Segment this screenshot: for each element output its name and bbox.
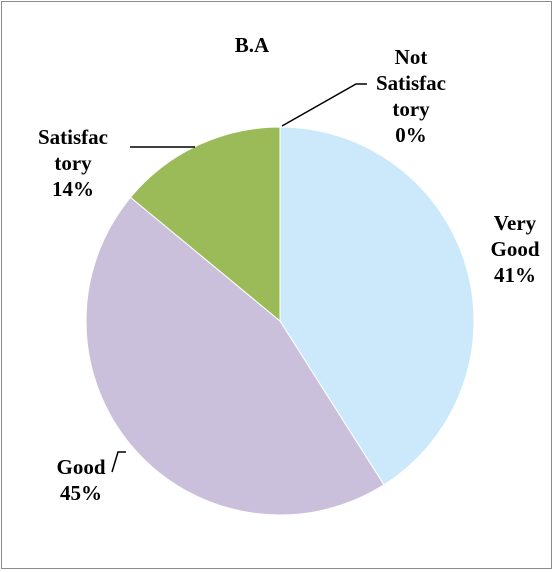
- leader-lines: [111, 83, 367, 473]
- data-label-not-satisfactory: Not Satisfac tory 0%: [376, 45, 446, 147]
- data-label-very-good: Very Good 41%: [490, 211, 539, 287]
- leader-line-not-satisfactory: [281, 83, 367, 127]
- data-labels: Very Good 41% Good 45% Satisfac tory 14% Not Sati…: [38, 45, 540, 505]
- pie-slice-very-good: [279, 126, 475, 486]
- leader-line-good: [111, 451, 126, 473]
- pie-slices: [85, 126, 475, 516]
- chart-title: B.A: [235, 33, 270, 57]
- data-label-good: Good 45%: [56, 455, 105, 505]
- pie-slice-good: [85, 196, 385, 516]
- pie-slice-satisfactory: [129, 126, 281, 323]
- data-label-satisfactory: Satisfac tory 14%: [38, 125, 108, 201]
